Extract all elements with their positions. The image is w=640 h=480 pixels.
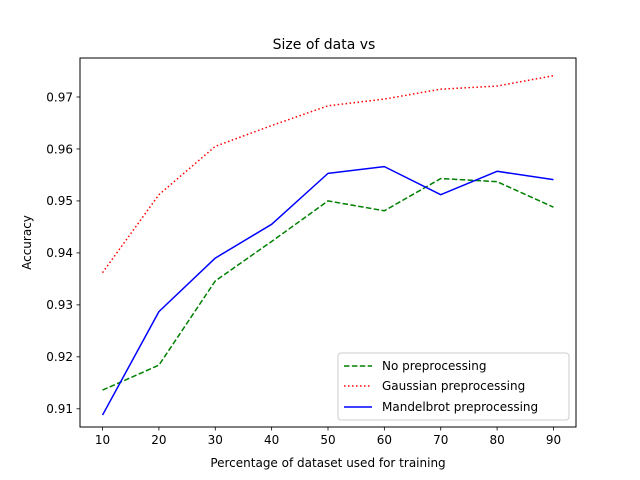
plot-frame xyxy=(79,57,577,428)
y-tick-label: 0.96 xyxy=(46,142,73,156)
legend: No preprocessing Gaussian preprocessing … xyxy=(337,352,570,421)
legend-label-gaussian-preprocessing: Gaussian preprocessing xyxy=(382,379,525,393)
chart-title: Size of data vs xyxy=(273,37,376,53)
x-tick-label: 50 xyxy=(320,433,335,447)
x-axis-label: Percentage of dataset used for training xyxy=(210,456,445,470)
legend-label-mandelbrot-preprocessing: Mandelbrot preprocessing xyxy=(382,400,538,414)
legend-box xyxy=(337,352,570,421)
x-tick-label: 80 xyxy=(489,433,504,447)
series-line-gaussian-preprocessing xyxy=(101,74,554,274)
series-line-no-preprocessing xyxy=(102,177,554,391)
y-tick-label: 0.92 xyxy=(46,350,73,364)
y-axis-label: Accuracy xyxy=(20,215,34,270)
x-tick-label: 60 xyxy=(377,433,392,447)
legend-label-no-preprocessing: No preprocessing xyxy=(382,359,486,373)
series-line-mandelbrot-preprocessing xyxy=(101,165,554,416)
x-tick-label: 40 xyxy=(264,433,279,447)
y-tick-label: 0.95 xyxy=(46,194,73,208)
x-tick-label: 10 xyxy=(95,433,110,447)
x-tick-label: 20 xyxy=(151,433,166,447)
y-tick-label: 0.94 xyxy=(46,246,73,260)
x-tick-label: 30 xyxy=(208,433,223,447)
series-layer xyxy=(101,74,554,416)
x-tick-label: 70 xyxy=(433,433,448,447)
ticks-layer: 10 20 30 40 50 60 70 80 90 0.91 0.92 0.93 0.94 0.95 0.… xyxy=(46,90,561,447)
y-tick-label: 0.93 xyxy=(46,298,73,312)
x-tick-label: 90 xyxy=(546,433,561,447)
y-tick-label: 0.97 xyxy=(46,90,73,104)
y-tick-label: 0.91 xyxy=(46,402,73,416)
